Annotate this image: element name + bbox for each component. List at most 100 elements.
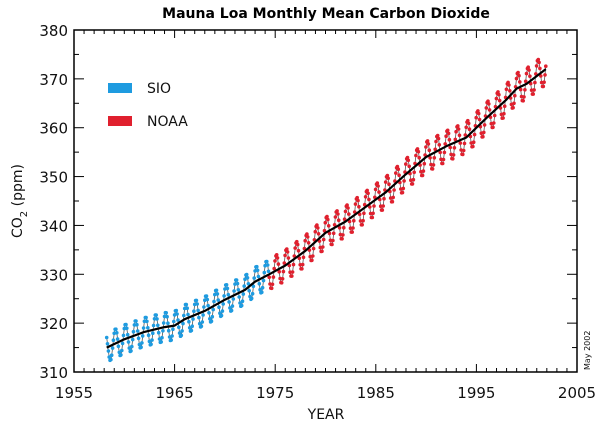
data-point [325,214,329,219]
y-tick-label: 380 [39,22,68,40]
data-point [234,278,239,282]
data-point [249,296,254,301]
data-point [282,261,287,265]
data-point [440,161,445,166]
data-point [251,284,256,289]
data-point [156,330,161,335]
data-point [297,256,302,261]
data-point [367,197,371,202]
data-point [377,190,381,194]
data-point [151,331,155,336]
data-point [477,117,482,122]
data-point [534,64,539,68]
data-point [390,199,395,204]
data-point [466,121,471,126]
data-point [227,300,231,304]
data-point [275,256,280,260]
data-point [277,269,282,274]
data-point [280,277,285,281]
data-point [482,123,487,127]
data-point [244,272,249,277]
data-point [382,196,386,201]
data-point [221,302,225,306]
data-point [287,263,292,268]
data-point [305,232,309,236]
data-point [536,57,541,62]
data-point [461,148,466,153]
data-point [383,180,388,184]
data-point [271,275,276,279]
data-point [285,250,290,254]
data-point [229,308,234,313]
data-point [526,65,530,69]
data-point [252,276,256,280]
data-point [247,288,251,293]
series-noaa [267,57,548,291]
data-point [452,146,457,150]
data-point [270,282,275,287]
data-point [231,297,236,301]
data-point [115,337,120,341]
data-point [205,297,210,302]
data-point [150,338,154,342]
data-point [350,230,355,234]
data-point [421,169,426,173]
data-point [197,321,202,326]
data-point [435,133,440,138]
x-axis-label: YEAR [307,407,345,423]
data-point [538,66,542,71]
data-point [414,153,418,158]
data-point [331,238,335,243]
data-point [486,99,490,103]
data-point [531,92,535,96]
data-point [134,319,138,323]
data-point [196,308,200,313]
data-point [116,344,121,349]
data-point [177,325,181,330]
data-point [155,317,159,321]
plot-data [104,57,548,363]
data-point [211,307,215,312]
data-point [487,108,492,112]
data-point [316,232,321,236]
data-point [407,164,412,169]
data-point [343,209,348,214]
data-point [156,323,160,328]
data-point [175,312,179,316]
data-point [504,87,509,92]
data-point [484,106,489,110]
data-point [207,311,211,315]
data-point [301,255,306,260]
data-point [516,70,520,75]
data-point [250,291,255,296]
data-point [120,341,125,346]
data-point [533,80,537,85]
data-point [232,289,236,293]
data-point [320,249,324,254]
data-point [353,202,358,206]
data-point [245,276,250,280]
data-point [360,223,365,227]
data-point [400,190,405,195]
data-point [456,127,461,131]
data-point [272,266,277,271]
data-point [472,132,477,137]
data-point [286,256,291,260]
data-point [426,142,431,146]
data-point [394,171,398,175]
data-point [474,115,479,120]
data-point [176,318,180,322]
data-point [363,195,368,199]
data-point [396,167,401,171]
data-point [311,246,316,251]
data-point [355,195,360,200]
data-point [230,304,235,308]
data-point [295,239,299,244]
data-point [458,141,463,145]
data-point [201,313,205,317]
data-point [451,153,456,157]
data-point [186,312,190,317]
data-point [321,237,326,242]
data-point [321,245,325,249]
x-tick-label: 1995 [457,384,495,402]
